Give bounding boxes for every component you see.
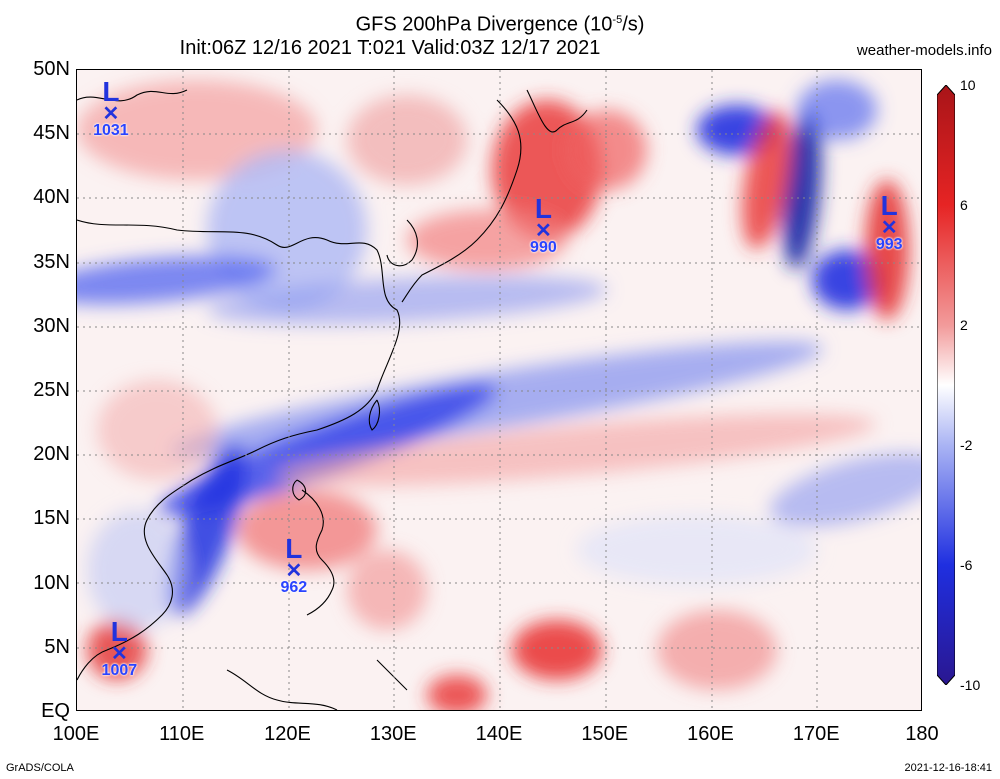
- colorbar-tick-label: 6: [960, 197, 968, 213]
- low-letter: L: [534, 192, 552, 224]
- coastlines: [77, 89, 588, 710]
- low-marker: L ✕ 962: [269, 532, 319, 597]
- low-pressure-value: 1007: [101, 662, 138, 680]
- map-plot-area: [76, 69, 922, 711]
- lat-label: 45N: [33, 122, 70, 145]
- low-pressure-value: 993: [875, 236, 903, 254]
- lon-label: 170E: [792, 723, 840, 745]
- lat-label: 30N: [33, 314, 70, 337]
- lon-label: 130E: [369, 723, 417, 745]
- low-center-icon: ✕: [102, 102, 120, 125]
- low-pressure-value: 962: [280, 578, 308, 596]
- source-label: weather-models.info: [856, 42, 992, 59]
- low-marker: L ✕ 990: [518, 192, 568, 257]
- lat-label: 50N: [33, 58, 70, 80]
- graticule: [77, 70, 921, 710]
- colorbar-tick-label: -10: [960, 677, 981, 693]
- lon-label: 150E: [581, 723, 629, 745]
- footer-timestamp: 2021-12-16-18:41: [904, 762, 992, 774]
- low-center-icon: ✕: [285, 559, 303, 582]
- colorbar-tick-label: -6: [960, 557, 973, 573]
- lon-label: 160E: [687, 723, 734, 745]
- low-letter: L: [102, 75, 120, 107]
- colorbar-tick-label: -2: [960, 437, 973, 453]
- low-marker: L ✕ 1007: [94, 618, 144, 680]
- low-marker: L ✕ 993: [864, 192, 914, 254]
- low-letter: L: [285, 532, 303, 564]
- colorbar-tick-label: 2: [960, 317, 968, 333]
- chart-title: GFS 200hPa Divergence (10-5/s): [355, 13, 645, 36]
- lat-label: 5N: [44, 635, 70, 658]
- lon-label: 100E: [52, 723, 100, 745]
- lat-label: EQ: [41, 700, 70, 722]
- low-center-icon: ✕: [110, 643, 128, 666]
- low-letter: L: [880, 190, 898, 222]
- lon-label: 180: [905, 723, 939, 745]
- low-pressure-value: 990: [530, 238, 557, 256]
- low-marker: L ✕ 1031: [86, 75, 136, 140]
- colorbar: [937, 85, 955, 685]
- lat-label: 35N: [33, 250, 70, 273]
- lon-label: 140E: [475, 723, 523, 745]
- lat-label: 40N: [33, 186, 70, 209]
- low-center-icon: ✕: [880, 217, 898, 240]
- low-pressure-value: 1031: [93, 121, 129, 139]
- lat-label: 25N: [33, 379, 70, 401]
- lat-label: 10N: [33, 571, 70, 594]
- colorbar-tick-label: 10: [960, 77, 976, 93]
- lat-label: 15N: [33, 507, 70, 530]
- divergence-map: [77, 70, 921, 710]
- lon-label: 110E: [159, 723, 205, 745]
- low-center-icon: ✕: [535, 219, 552, 242]
- lat-label: 20N: [33, 443, 70, 466]
- lon-label: 120E: [264, 723, 311, 745]
- chart-subtitle: Init:06Z 12/16 2021 T:021 Valid:03Z 12/1…: [179, 37, 601, 59]
- low-letter: L: [110, 616, 128, 648]
- footer-credit: GrADS/COLA: [6, 762, 74, 774]
